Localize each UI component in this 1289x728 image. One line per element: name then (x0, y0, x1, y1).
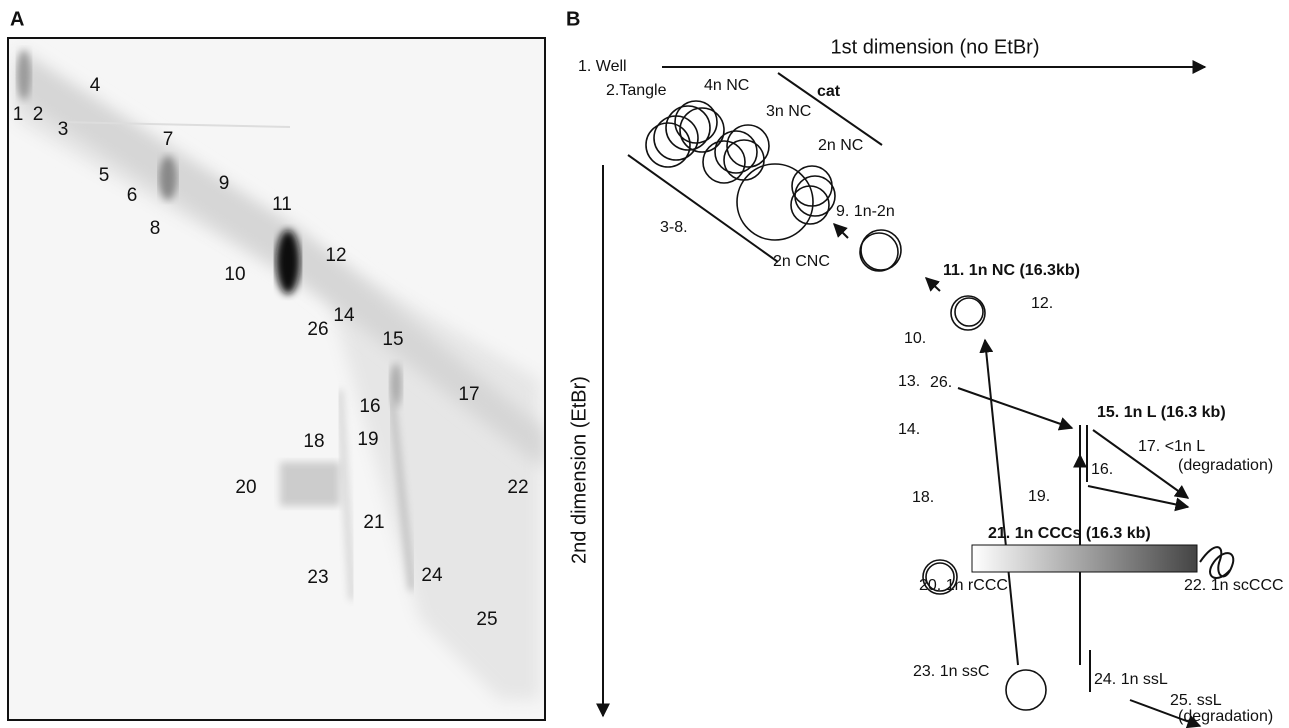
annotation: 26. (930, 374, 952, 391)
spot-label: 5 (99, 165, 110, 186)
axis-title: 1st dimension (no EtBr) (831, 36, 1040, 58)
annotation: 20. 1n rCCC (919, 577, 1008, 594)
annotation: (degradation) (1178, 708, 1273, 725)
panel-label: A (10, 8, 24, 30)
panel-label: B (566, 8, 580, 30)
annotation: 4n NC (704, 77, 749, 94)
spot-label: 20 (235, 477, 256, 498)
spot-label: 17 (458, 384, 479, 405)
annotation: cat (817, 83, 841, 100)
annotation: 14. (898, 421, 920, 438)
annotation: 2.Tangle (606, 82, 667, 99)
spot-label: 15 (382, 329, 403, 350)
spot-label: 2 (33, 104, 44, 125)
spot-label: 4 (90, 75, 101, 96)
spot-label: 11 (272, 194, 292, 215)
annotation: 24. 1n ssL (1094, 671, 1168, 688)
gel-frame (7, 37, 546, 721)
spot-label: 21 (363, 512, 384, 533)
spot-label: 9 (219, 173, 230, 194)
spot-label: 3 (58, 119, 69, 140)
spot-label: 12 (325, 245, 346, 266)
spot-label: 25 (476, 609, 497, 630)
spot-label: 16 (359, 396, 380, 417)
annotation: 11. 1n NC (16.3kb) (943, 262, 1080, 279)
annotation: 10. (904, 330, 926, 347)
annotation: 2n NC (818, 137, 863, 154)
spot-label: 24 (421, 565, 443, 586)
spot-label: 19 (357, 429, 378, 450)
spot-label: 8 (150, 218, 161, 239)
annotation: 3n NC (766, 103, 811, 120)
annotation: 22. 1n scCCC (1184, 577, 1284, 594)
annotation: 23. 1n ssC (913, 663, 989, 680)
annotation: 16. (1091, 461, 1113, 478)
annotation: 17. <1n L (1138, 438, 1205, 455)
spot-label: 6 (127, 185, 138, 206)
spot-label: 10 (224, 264, 245, 285)
annotation: 13. (898, 373, 920, 390)
annotation: 19. (1028, 488, 1050, 505)
annotation: 15. 1n L (16.3 kb) (1097, 404, 1226, 421)
spot-label: 14 (333, 305, 355, 326)
schematic (596, 60, 1235, 728)
spot-label: 7 (163, 129, 174, 150)
axis-title: 2nd dimension (EtBr) (568, 376, 590, 564)
annotation: 9. 1n-2n (836, 203, 895, 220)
annotation: 3-8. (660, 219, 688, 236)
annotation: (degradation) (1178, 457, 1273, 474)
annotation: 12. (1031, 295, 1053, 312)
spot-label: 18 (303, 431, 324, 452)
annotation: 2n CNC (773, 253, 830, 270)
annotation: 21. 1n CCCs (16.3 kb) (988, 525, 1151, 542)
spot-label: 1 (13, 104, 24, 125)
annotation: 18. (912, 489, 934, 506)
spot-label: 22 (507, 477, 528, 498)
annotation: 1. Well (578, 58, 627, 75)
annotation: 25. ssL (1170, 692, 1222, 709)
spot-label: 23 (307, 567, 328, 588)
spot-label: 26 (307, 319, 328, 340)
gel-image (9, 39, 544, 719)
